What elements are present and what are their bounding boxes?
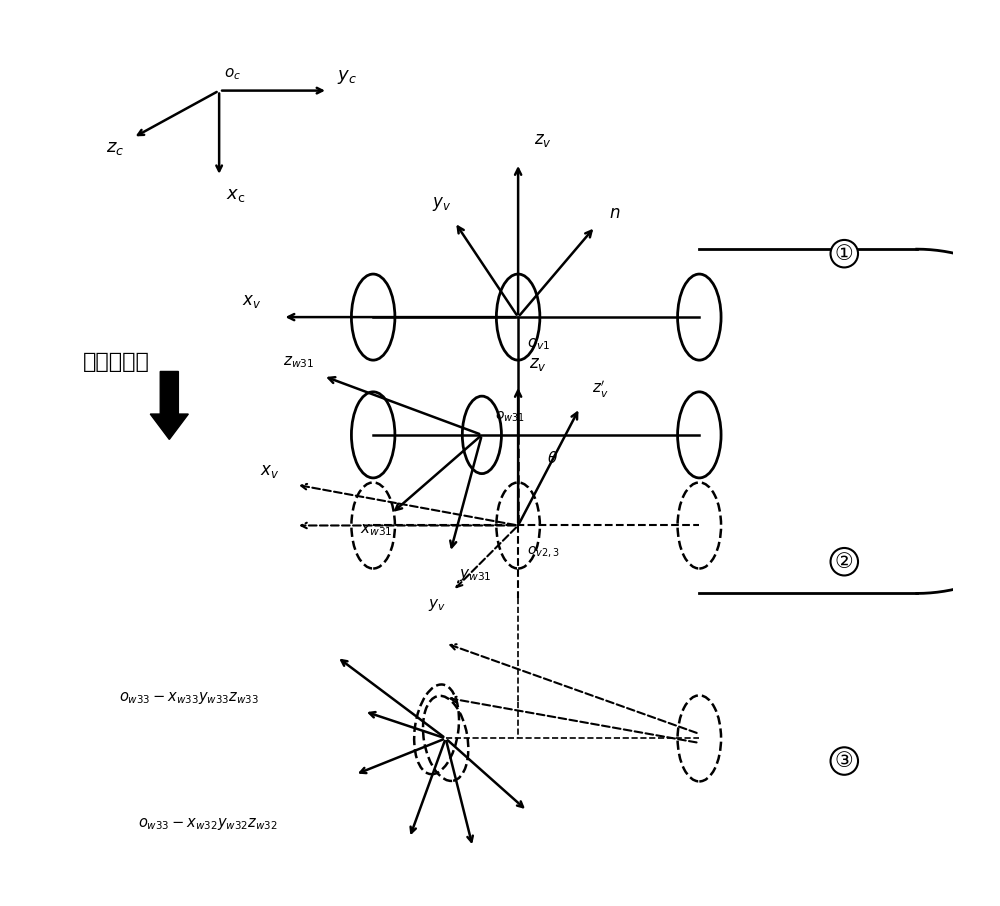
Text: ②: ② <box>835 552 854 572</box>
Text: $x_v$: $x_v$ <box>242 292 261 310</box>
Text: $o_{w33}-x_{w33}y_{w33}z_{w33}$: $o_{w33}-x_{w33}y_{w33}z_{w33}$ <box>119 689 259 706</box>
FancyArrow shape <box>150 371 188 439</box>
Text: $z_v$: $z_v$ <box>534 131 552 149</box>
Text: $z_{w31}$: $z_{w31}$ <box>283 354 314 371</box>
Text: $z_c$: $z_c$ <box>106 139 124 157</box>
Text: $o_c$: $o_c$ <box>224 66 241 82</box>
Text: $o_{w33}-x_{w32}y_{w32}z_{w32}$: $o_{w33}-x_{w32}y_{w32}z_{w32}$ <box>138 816 277 833</box>
Text: $z_v$: $z_v$ <box>529 355 547 373</box>
Text: 一小段距离: 一小段距离 <box>83 352 150 372</box>
Text: $z_v'$: $z_v'$ <box>592 379 609 400</box>
Text: $o_{w31}$: $o_{w31}$ <box>495 410 525 424</box>
Text: $o_{v1}$: $o_{v1}$ <box>527 336 551 352</box>
Text: $o_{v2,3}$: $o_{v2,3}$ <box>527 545 560 560</box>
Text: $y_c$: $y_c$ <box>337 68 357 86</box>
Text: $x_v$: $x_v$ <box>260 462 279 480</box>
Text: $y_{w31}$: $y_{w31}$ <box>459 567 492 583</box>
Text: ③: ③ <box>835 751 854 771</box>
Text: $x_{w31}$: $x_{w31}$ <box>360 522 392 538</box>
Text: $x_{\rm c}$: $x_{\rm c}$ <box>226 186 246 204</box>
Text: $n$: $n$ <box>609 204 620 222</box>
Text: ①: ① <box>835 244 854 264</box>
Text: $y_v$: $y_v$ <box>432 195 451 213</box>
Text: $\theta$: $\theta$ <box>547 449 558 466</box>
Text: $y_v$: $y_v$ <box>428 597 445 613</box>
